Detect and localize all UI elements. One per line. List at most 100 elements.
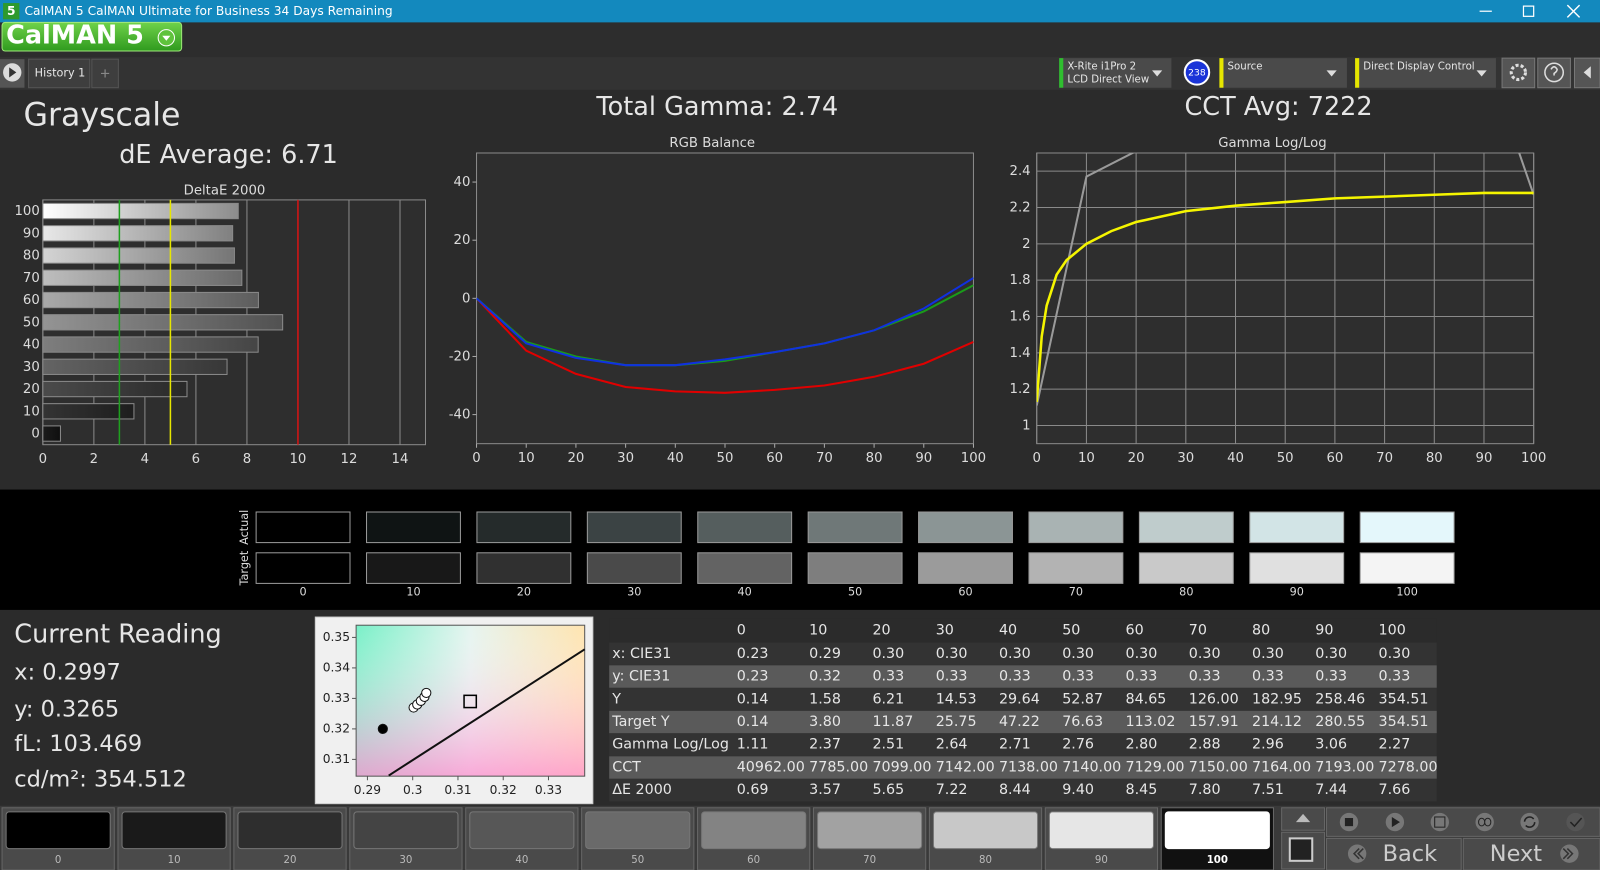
meter-name: X-Rite i1Pro 2 xyxy=(1067,61,1136,72)
table-cell: 7785.00 xyxy=(809,759,868,775)
y-tick-label: 1.4 xyxy=(1010,346,1031,361)
total-gamma: Total Gamma: 2.74 xyxy=(595,92,838,122)
table-cell: 280.55 xyxy=(1315,714,1365,730)
patch-label: 90 xyxy=(1095,855,1108,866)
reading-value: x: 0.2997 xyxy=(14,660,121,686)
dropdown-arrow xyxy=(1152,70,1163,77)
bar xyxy=(42,425,61,442)
source-label: Source xyxy=(1228,61,1263,72)
table-header: 20 xyxy=(872,622,890,638)
table-cell: 2.80 xyxy=(1126,737,1158,753)
table-cell: 0.14 xyxy=(737,691,769,707)
swatch-label: 60 xyxy=(958,586,972,599)
reading-value: fL: 103.469 xyxy=(14,731,142,757)
x-tick-label: 70 xyxy=(1376,451,1393,466)
read-series-button[interactable] xyxy=(1430,812,1449,832)
eject-icon xyxy=(1295,813,1311,823)
x-tick-label: 0.32 xyxy=(490,783,517,797)
dropdown-arrow xyxy=(1326,70,1337,77)
swatch-label: 70 xyxy=(1069,586,1083,599)
actual-swatch xyxy=(918,511,1013,544)
table-row xyxy=(609,642,1437,665)
chart-title: DeltaE 2000 xyxy=(184,184,266,199)
x-tick-label: 0.31 xyxy=(444,783,471,797)
table-row-label: Target Y xyxy=(611,714,670,730)
tab-scroll-arrow xyxy=(9,67,17,78)
bar xyxy=(42,247,235,264)
table-cell: 7.51 xyxy=(1252,782,1284,798)
table-cell: 0.33 xyxy=(1379,669,1411,685)
y-tick-label: 80 xyxy=(23,249,40,264)
x-tick-label: 80 xyxy=(1426,451,1443,466)
x-tick-label: 50 xyxy=(1277,451,1294,466)
meter-badge[interactable] xyxy=(1183,59,1211,86)
patch-label: 30 xyxy=(399,855,412,866)
current-reading-title: Current Reading xyxy=(14,619,221,649)
y-tick-label: 0 xyxy=(462,291,470,306)
dropdown-arrow xyxy=(1476,70,1487,77)
swatch-label: 80 xyxy=(1179,586,1193,599)
table-cell: 0.30 xyxy=(1252,646,1284,662)
patch-label: 60 xyxy=(747,855,760,866)
settings-button[interactable] xyxy=(1501,57,1536,89)
logo-button[interactable] xyxy=(1,21,183,52)
close-button[interactable] xyxy=(1566,4,1581,18)
y-tick-label: 0.34 xyxy=(323,660,350,674)
table-cell: 9.40 xyxy=(1062,782,1094,798)
y-tick-label: 20 xyxy=(454,233,471,248)
table-cell: 11.87 xyxy=(872,714,913,730)
y-tick-label: 40 xyxy=(454,175,471,190)
table-cell: 7138.00 xyxy=(999,759,1058,775)
source-dropdown[interactable] xyxy=(1219,58,1347,88)
plot-area xyxy=(476,152,974,445)
measured-point xyxy=(421,687,432,699)
table-row xyxy=(609,665,1437,688)
display-label: Direct Display Control xyxy=(1363,61,1474,72)
patch xyxy=(121,811,227,850)
x-tick-label: 20 xyxy=(1128,451,1145,466)
next-label: Next xyxy=(1490,841,1542,867)
source-status xyxy=(1219,58,1224,88)
x-tick-label: 70 xyxy=(816,451,833,466)
swatch-label: 40 xyxy=(738,586,752,599)
table-row-label: CCT xyxy=(612,759,641,775)
table-row-label: x: CIE31 xyxy=(612,646,671,662)
table-header: 100 xyxy=(1379,622,1406,638)
patch-label: 0 xyxy=(55,855,61,866)
target-swatch xyxy=(918,552,1013,584)
meter-dropdown[interactable] xyxy=(1059,58,1172,88)
target-swatch xyxy=(366,552,461,584)
swatch-label: 90 xyxy=(1290,586,1304,599)
maximize-button[interactable] xyxy=(1522,5,1535,17)
table-cell: 47.22 xyxy=(999,714,1040,730)
tab[interactable] xyxy=(28,58,91,89)
table-cell: 113.02 xyxy=(1126,714,1176,730)
table-header: 70 xyxy=(1189,622,1207,638)
patch xyxy=(1164,811,1270,850)
table-cell: 8.45 xyxy=(1126,782,1158,798)
patch xyxy=(353,811,459,850)
table-cell: 8.44 xyxy=(999,782,1031,798)
confirm-button[interactable] xyxy=(1566,812,1585,832)
table-cell: 2.76 xyxy=(1062,737,1094,753)
table-row xyxy=(609,688,1437,711)
confirm-icon xyxy=(1569,817,1583,828)
patch-label: 20 xyxy=(284,855,297,866)
logo: CalMAN 5 xyxy=(6,21,144,51)
display-dropdown[interactable] xyxy=(1355,58,1496,88)
table-cell: 76.63 xyxy=(1062,714,1103,730)
tab-label: History 1 xyxy=(35,66,86,79)
table-row xyxy=(609,710,1437,734)
refresh-button[interactable] xyxy=(1520,812,1539,832)
add-tab-icon xyxy=(101,69,110,78)
cie-background-shade xyxy=(355,624,586,777)
table-cell: 7.44 xyxy=(1315,782,1347,798)
patch-label: 40 xyxy=(515,855,528,866)
table-row-label: Gamma Log/Log xyxy=(612,737,729,753)
table-header: 50 xyxy=(1062,622,1080,638)
target-swatch xyxy=(1359,552,1455,584)
table-cell: 0.33 xyxy=(999,669,1031,685)
x-tick-label: 30 xyxy=(1177,451,1194,466)
swatch-row-label: Actual xyxy=(238,510,251,545)
